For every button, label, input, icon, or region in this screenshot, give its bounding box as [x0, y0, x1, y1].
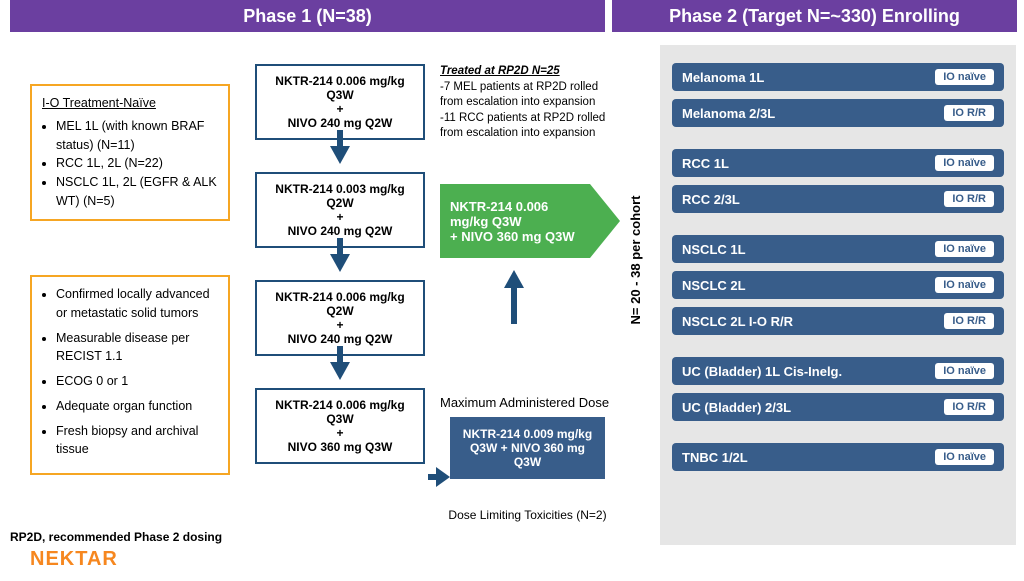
cohort-row: RCC 1L IO naïve	[672, 149, 1004, 177]
criteria-item: ECOG 0 or 1	[56, 372, 218, 391]
dose-box: NKTR-214 0.003 mg/kg Q2W+NIVO 240 mg Q2W	[255, 172, 425, 248]
dose-box: NKTR-214 0.006 mg/kg Q2W+NIVO 240 mg Q2W	[255, 280, 425, 356]
arrow-right-icon	[428, 474, 438, 480]
cohort-row: Melanoma 2/3L IO R/R	[672, 99, 1004, 127]
max-dose-label: Maximum Administered Dose	[440, 395, 615, 410]
arrow-down-icon	[330, 362, 350, 380]
rp2d-arrow-icon	[590, 184, 620, 258]
criteria-title: I-O Treatment-Naïve	[42, 94, 218, 113]
criteria-item: Adequate organ function	[56, 397, 218, 416]
criteria-item: NSCLC 1L, 2L (EGFR & ALK WT) (N=5)	[56, 173, 218, 211]
cohort-name: Melanoma 1L	[682, 70, 764, 85]
cohort-tag: IO naïve	[935, 449, 994, 465]
cohort-row: TNBC 1/2L IO naïve	[672, 443, 1004, 471]
dose-box: NKTR-214 0.006 mg/kg Q3W+NIVO 360 mg Q3W	[255, 388, 425, 464]
cohort-name: NSCLC 2L	[682, 278, 746, 293]
phase1-header: Phase 1 (N=38)	[10, 0, 605, 32]
criteria-item: MEL 1L (with known BRAF status) (N=11)	[56, 117, 218, 155]
cohort-name: NSCLC 2L I-O R/R	[682, 314, 793, 329]
dose-box: NKTR-214 0.006 mg/kg Q3W+NIVO 240 mg Q2W	[255, 64, 425, 140]
criteria-item: Confirmed locally advanced or metastatic…	[56, 285, 218, 323]
arrow-down-icon	[330, 254, 350, 272]
criteria-item: Fresh biopsy and archival tissue	[56, 422, 218, 460]
cohort-row: RCC 2/3L IO R/R	[672, 185, 1004, 213]
cohort-tag: IO R/R	[944, 313, 994, 329]
cohort-tag: IO R/R	[944, 399, 994, 415]
phase2-header: Phase 2 (Target N=~330) Enrolling	[612, 0, 1017, 32]
cohort-name: RCC 2/3L	[682, 192, 740, 207]
arrow-down-icon	[330, 146, 350, 164]
phase2-cohorts: Melanoma 1LIO naïveMelanoma 2/3LIO R/RRC…	[660, 45, 1016, 545]
cohort-tag: IO naïve	[935, 363, 994, 379]
cohort-size-label: N= 20 - 38 per cohort	[628, 170, 643, 350]
cohort-tag: IO naïve	[935, 277, 994, 293]
cohort-name: UC (Bladder) 2/3L	[682, 400, 791, 415]
cohort-row: Melanoma 1L IO naïve	[672, 63, 1004, 91]
cohort-name: Melanoma 2/3L	[682, 106, 775, 121]
cohort-tag: IO R/R	[944, 105, 994, 121]
cohort-row: NSCLC 2L I-O R/R IO R/R	[672, 307, 1004, 335]
dose-escalation-column: NKTR-214 0.006 mg/kg Q3W+NIVO 240 mg Q2W…	[255, 64, 425, 470]
cohort-name: TNBC 1/2L	[682, 450, 748, 465]
cohort-row: NSCLC 1L IO naïve	[672, 235, 1004, 263]
dlt-label: Dose Limiting Toxicities (N=2)	[440, 508, 615, 522]
rp2d-note: Treated at RP2D N=25 -7 MEL patients at …	[440, 64, 615, 142]
criteria-eligibility-box: Confirmed locally advanced or metastatic…	[30, 275, 230, 475]
cohort-tag: IO R/R	[944, 191, 994, 207]
criteria-naive-box: I-O Treatment-Naïve MEL 1L (with known B…	[30, 84, 230, 221]
cohort-row: UC (Bladder) 1L Cis-Inelg. IO naïve	[672, 357, 1004, 385]
criteria-item: Measurable disease per RECIST 1.1	[56, 329, 218, 367]
cohort-tag: IO naïve	[935, 241, 994, 257]
nektar-logo: NEKTAR	[30, 548, 118, 571]
max-dose-box: NKTR-214 0.009 mg/kg Q3W + NIVO 360 mg Q…	[450, 417, 605, 479]
arrow-up-icon	[504, 270, 524, 288]
cohort-row: UC (Bladder) 2/3L IO R/R	[672, 393, 1004, 421]
cohort-name: NSCLC 1L	[682, 242, 746, 257]
footnote: RP2D, recommended Phase 2 dosing	[10, 530, 222, 544]
rp2d-selected-dose: NKTR-214 0.006 mg/kg Q3W+ NIVO 360 mg Q3…	[440, 184, 590, 258]
cohort-row: NSCLC 2L IO naïve	[672, 271, 1004, 299]
cohort-name: UC (Bladder) 1L Cis-Inelg.	[682, 364, 842, 379]
cohort-tag: IO naïve	[935, 69, 994, 85]
criteria-item: RCC 1L, 2L (N=22)	[56, 154, 218, 173]
cohort-name: RCC 1L	[682, 156, 729, 171]
cohort-tag: IO naïve	[935, 155, 994, 171]
